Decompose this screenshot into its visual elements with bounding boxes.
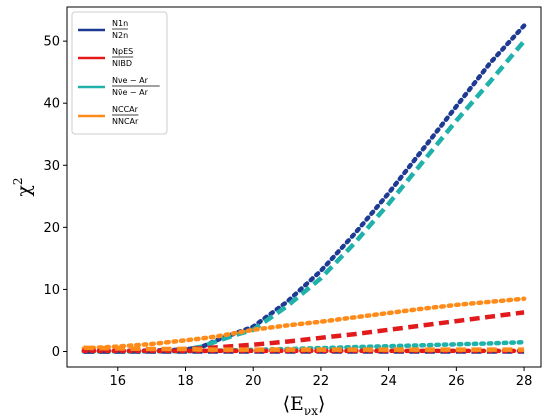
x-tick-label: 18 [177, 374, 194, 389]
x-tick-label: 22 [313, 374, 330, 389]
x-tick-label: 20 [245, 374, 262, 389]
legend-label-bottom-1: N2n [112, 31, 128, 40]
x-axis-label: ⟨Eνx⟩ [283, 393, 326, 418]
y-axis: 0 10 20 30 40 50 [43, 35, 67, 360]
y-tick-label: 30 [43, 159, 60, 174]
x-tick-label: 16 [110, 374, 127, 389]
x-axis: 16 18 20 22 24 26 28 [110, 367, 533, 389]
legend: N1n N2n NpES NIBD Nνe − Ar Nν̄e − Ar NCCAr NNCA… [71, 11, 168, 135]
legend-label-top-4: NCCAr [112, 105, 139, 114]
y-axis-label: χ2 [11, 177, 35, 196]
y-tick-label: 10 [43, 283, 60, 298]
series-line-8 [83, 345, 525, 352]
x-tick-label: 24 [380, 374, 397, 389]
series-line-3 [81, 296, 527, 351]
legend-box [71, 11, 168, 135]
legend-label-bottom-3: Nν̄e − Ar [112, 88, 149, 97]
y-tick-label: 50 [43, 35, 60, 50]
legend-label-top-1: N1n [112, 19, 128, 28]
legend-label-bottom-2: NIBD [112, 59, 132, 68]
legend-label-bottom-4: NNCAr [112, 117, 139, 126]
y-tick-label: 0 [52, 345, 60, 360]
y-tick-label: 20 [43, 221, 60, 236]
x-tick-label: 26 [448, 374, 465, 389]
x-tick-label: 28 [516, 374, 533, 389]
legend-label-top-2: NpES [112, 47, 133, 56]
legend-label-top-3: Nνe − Ar [112, 76, 149, 85]
series-layer [81, 23, 527, 354]
y-tick-label: 40 [43, 97, 60, 112]
plot-frame [66, 6, 542, 368]
